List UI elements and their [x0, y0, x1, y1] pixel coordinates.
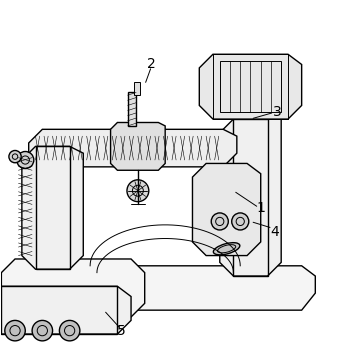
Circle shape — [9, 151, 21, 163]
Bar — [234, 119, 268, 276]
Polygon shape — [1, 259, 145, 317]
Text: 3: 3 — [273, 105, 282, 119]
Bar — [1, 286, 117, 334]
Circle shape — [5, 321, 25, 341]
Bar — [35, 146, 69, 269]
Polygon shape — [193, 164, 261, 256]
Circle shape — [17, 152, 34, 169]
Circle shape — [211, 213, 228, 230]
Text: 4: 4 — [270, 225, 279, 239]
Bar — [135, 82, 140, 95]
Text: 1: 1 — [256, 201, 265, 215]
Polygon shape — [29, 129, 237, 167]
Polygon shape — [110, 122, 165, 170]
Polygon shape — [220, 119, 281, 276]
Polygon shape — [22, 146, 83, 269]
Circle shape — [127, 180, 149, 202]
Text: 2: 2 — [147, 57, 156, 71]
Ellipse shape — [213, 243, 240, 255]
Circle shape — [232, 213, 249, 230]
Polygon shape — [124, 266, 315, 310]
Bar — [220, 61, 281, 112]
Polygon shape — [199, 54, 302, 119]
Circle shape — [32, 321, 53, 341]
Polygon shape — [0, 286, 131, 334]
Text: 5: 5 — [116, 324, 125, 338]
Circle shape — [60, 321, 80, 341]
Bar — [128, 92, 136, 126]
